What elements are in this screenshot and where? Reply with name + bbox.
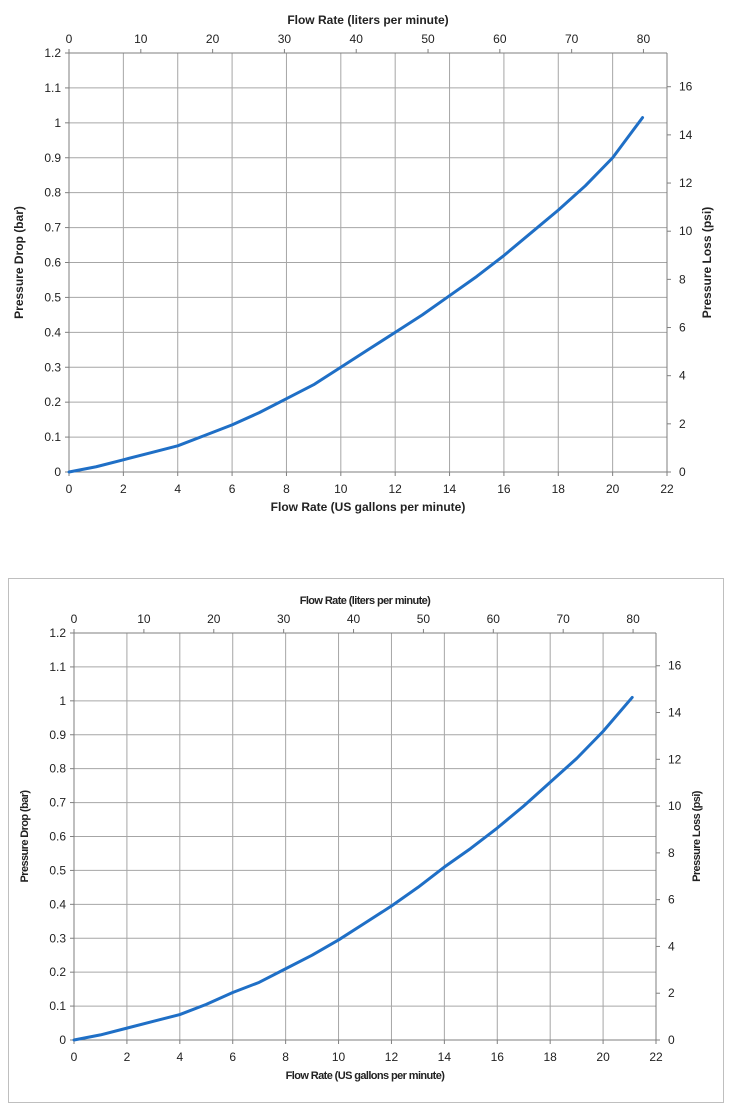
x-top-tick-label: 80: [626, 612, 640, 626]
y-right-tick-label: 16: [668, 659, 682, 673]
x-top-tick-label: 30: [278, 32, 292, 46]
y-tick-label: 0.6: [49, 830, 66, 844]
x-top-tick-label: 20: [207, 612, 221, 626]
x-tick-label: 6: [229, 482, 236, 496]
x-tick-label: 14: [438, 1050, 452, 1064]
x-top-tick-label: 20: [206, 32, 220, 46]
y-right-tick-label: 12: [668, 752, 682, 766]
y-right-tick-label: 14: [679, 128, 693, 142]
y-right-tick-label: 12: [679, 176, 693, 190]
x-tick-label: 16: [497, 482, 511, 496]
y-tick-label: 0.8: [44, 186, 61, 200]
x-tick-label: 18: [552, 482, 566, 496]
y-tick-label: 0.1: [49, 999, 66, 1013]
x-tick-label: 14: [443, 482, 457, 496]
x-top-tick-label: 10: [134, 32, 148, 46]
x-top-axis-title: Flow Rate (liters per minute): [300, 595, 431, 607]
x-tick-label: 10: [332, 1050, 346, 1064]
y-tick-label: 0.4: [44, 325, 61, 339]
x-tick-label: 2: [120, 482, 127, 496]
x-tick-label: 6: [229, 1050, 236, 1064]
series-line: [67, 116, 645, 474]
y-right-tick-label: 6: [679, 321, 686, 335]
y-tick-label: 1.1: [49, 660, 66, 674]
x-tick-label: 8: [283, 482, 290, 496]
y-right-tick-label: 10: [679, 224, 693, 238]
y-tick-label: 0.8: [49, 762, 66, 776]
x-top-tick-label: 50: [417, 612, 431, 626]
x-tick-label: 18: [544, 1050, 558, 1064]
x-tick-label: 16: [491, 1050, 505, 1064]
x-top-tick-label: 0: [66, 32, 73, 46]
y-tick-label: 0.7: [44, 221, 61, 235]
x-tick-label: 22: [660, 482, 674, 496]
y-tick-label: 0.6: [44, 256, 61, 270]
x-top-tick-label: 10: [137, 612, 151, 626]
y-right-tick-label: 8: [668, 846, 675, 860]
y-tick-label: 0.4: [49, 897, 66, 911]
x-top-tick-label: 60: [493, 32, 507, 46]
y-tick-label: 0.3: [44, 360, 61, 374]
y-tick-label: 0.3: [49, 931, 66, 945]
y-right-tick-label: 4: [679, 369, 686, 383]
y-tick-label: 0: [54, 465, 61, 479]
x-tick-label: 12: [389, 482, 403, 496]
x-top-tick-label: 70: [565, 32, 579, 46]
x-axis-title: Flow Rate (US gallons per minute): [271, 500, 466, 514]
y-tick-label: 0.2: [44, 395, 61, 409]
y-tick-label: 0.1: [44, 430, 61, 444]
x-tick-label: 20: [596, 1050, 610, 1064]
x-tick-label: 10: [334, 482, 348, 496]
x-tick-label: 0: [71, 1050, 78, 1064]
x-top-axis-title: Flow Rate (liters per minute): [287, 13, 448, 27]
x-top-tick-label: 80: [637, 32, 651, 46]
y-tick-label: 1.1: [44, 81, 61, 95]
y-tick-label: 1: [54, 116, 61, 130]
x-tick-label: 4: [174, 482, 181, 496]
x-tick-label: 8: [282, 1050, 289, 1064]
x-tick-label: 4: [176, 1050, 183, 1064]
y-tick-label: 0.5: [44, 290, 61, 304]
y-tick-label: 0.2: [49, 965, 66, 979]
y-tick-label: 0.9: [44, 151, 61, 165]
x-top-tick-label: 70: [557, 612, 571, 626]
y-tick-label: 0.5: [49, 863, 66, 877]
y-axis-title: Pressure Drop (bar): [12, 206, 26, 319]
y-right-axis-title: Pressure Loss (psi): [700, 207, 714, 318]
y-right-tick-label: 2: [668, 986, 675, 1000]
x-tick-label: 12: [385, 1050, 399, 1064]
x-tick-label: 2: [124, 1050, 131, 1064]
x-tick-label: 22: [649, 1050, 663, 1064]
x-tick-label: 20: [606, 482, 620, 496]
y-right-tick-label: 0: [668, 1033, 675, 1047]
x-axis-title: Flow Rate (US gallons per minute): [286, 1070, 446, 1082]
x-top-tick-label: 40: [350, 32, 364, 46]
y-right-tick-label: 16: [679, 80, 693, 94]
x-top-tick-label: 50: [421, 32, 435, 46]
y-tick-label: 0.9: [49, 728, 66, 742]
x-top-tick-label: 40: [347, 612, 361, 626]
y-right-tick-label: 2: [679, 417, 686, 431]
x-top-tick-label: 30: [277, 612, 291, 626]
y-right-tick-label: 14: [668, 706, 682, 720]
x-top-tick-label: 60: [487, 612, 501, 626]
series-line: [72, 695, 634, 1042]
y-tick-label: 1: [59, 694, 66, 708]
y-right-tick-label: 0: [679, 465, 686, 479]
y-right-axis-title: Pressure Loss (psi): [691, 790, 703, 882]
y-tick-label: 0.7: [49, 796, 66, 810]
y-right-tick-label: 8: [679, 272, 686, 286]
y-right-tick-label: 6: [668, 893, 675, 907]
chart-2: 0 2 4 6 8 10 12 14 16 18 20 220 10 20 30 40 50 60 70 8000.1…: [19, 595, 703, 1082]
x-top-tick-label: 0: [71, 612, 78, 626]
chart-1: 0 2 4 6 8 10 12 14 16 18 20 220 10 20 30 40 50 60 70 8000.1…: [12, 13, 714, 514]
y-right-tick-label: 10: [668, 799, 682, 813]
y-tick-label: 1.2: [49, 626, 66, 640]
y-right-tick-label: 4: [668, 939, 675, 953]
y-tick-label: 0: [59, 1033, 66, 1047]
y-axis-title: Pressure Drop (bar): [19, 790, 31, 883]
y-tick-label: 1.2: [44, 46, 61, 60]
x-tick-label: 0: [66, 482, 73, 496]
